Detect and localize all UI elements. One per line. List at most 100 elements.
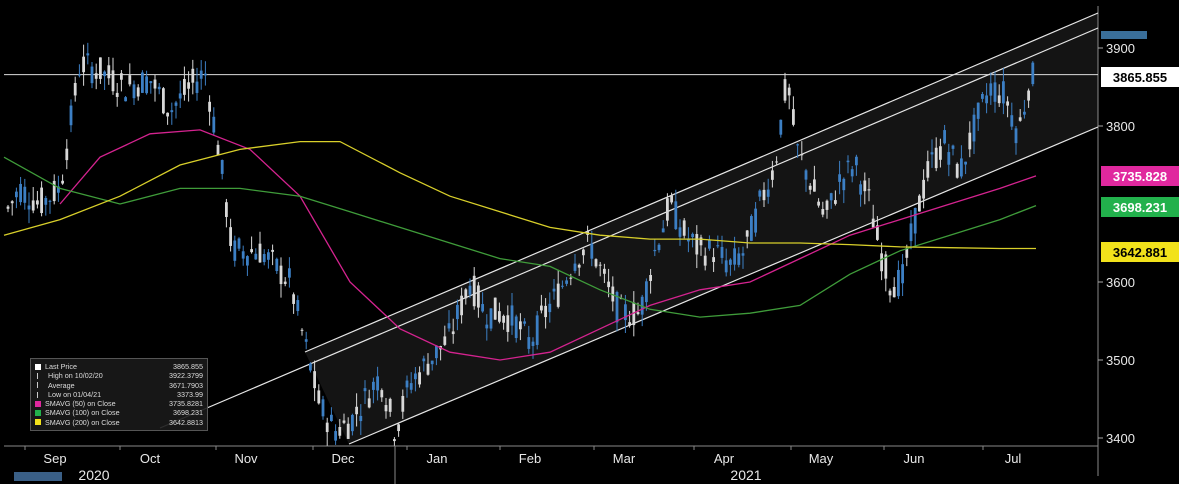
candle-body [262, 254, 266, 263]
month-label: Apr [714, 451, 735, 466]
candle-body [741, 253, 745, 256]
candle-body [548, 303, 552, 313]
candle-body [304, 339, 308, 342]
candle-body [871, 218, 875, 228]
candle-body [57, 186, 60, 193]
candle-body [682, 220, 686, 236]
candle-body [678, 227, 682, 237]
year-label: 2021 [730, 467, 761, 483]
moving-averages [3, 129, 1037, 361]
candle-body [90, 66, 94, 84]
last-tag [1101, 67, 1179, 87]
candle-body [258, 243, 262, 263]
candle-body [468, 285, 472, 295]
candle-body [292, 294, 295, 304]
candle-body [149, 81, 153, 84]
candle-body [288, 268, 291, 278]
channel-upper-line [304, 12, 1099, 353]
candle-body [695, 234, 699, 255]
candle-body [960, 158, 963, 177]
candle-body [380, 390, 384, 398]
candle-body [23, 186, 27, 203]
candle-body [477, 285, 480, 308]
candle-body [40, 187, 43, 214]
candle-body [363, 388, 367, 392]
candle-body [817, 201, 820, 206]
candle-body [111, 70, 115, 92]
candle-body [145, 76, 148, 94]
candle-body [330, 414, 333, 422]
candle-body [401, 395, 405, 412]
candle-body [19, 183, 22, 203]
candle-body [582, 249, 585, 256]
candle-body [976, 102, 980, 119]
legend-label: High on 10/02/20 [48, 371, 103, 381]
watermark-logo [14, 472, 62, 481]
candle-body [829, 193, 833, 201]
candle-body [15, 191, 18, 198]
candle-body [964, 161, 967, 165]
candle-body [61, 180, 64, 184]
candle-body [968, 132, 972, 150]
candle-body [590, 243, 594, 259]
candle-body [233, 240, 237, 261]
candle-body [136, 87, 140, 97]
candle-body [388, 398, 392, 412]
candle-body [762, 189, 766, 201]
candle-body [985, 95, 988, 104]
candle-body [594, 259, 598, 267]
candle-body [195, 81, 199, 93]
candle-body [317, 390, 321, 404]
candle-body [607, 281, 610, 288]
candle-body [808, 185, 812, 190]
price-tick-label: 3900 [1106, 41, 1135, 56]
candle-body [275, 258, 279, 272]
candle-body [120, 73, 123, 80]
candle-body [787, 87, 791, 96]
month-label: May [809, 451, 834, 466]
candle-body [229, 227, 232, 246]
candle-body [699, 237, 703, 246]
legend-value: 3642.8813 [169, 417, 203, 427]
candle-body [645, 281, 648, 303]
candle-body [703, 255, 707, 266]
candle-body [82, 56, 85, 73]
channel-fill [305, 13, 1098, 444]
candle-body [103, 71, 106, 77]
candle-body [750, 216, 753, 241]
price-tick-label: 3500 [1106, 353, 1135, 368]
legend-swatch [37, 382, 39, 389]
candle-body [577, 264, 581, 268]
candle-body [250, 249, 253, 253]
candle-body [481, 304, 484, 312]
candle-body [905, 248, 909, 258]
candle-body [267, 252, 270, 260]
candle-body [573, 263, 577, 271]
candle-body [540, 305, 543, 311]
candle-body [472, 275, 476, 307]
candle-body [325, 422, 329, 433]
month-label: Dec [331, 451, 355, 466]
candle-body [796, 144, 799, 146]
candle-body [451, 331, 455, 335]
candle-body [124, 97, 127, 102]
legend-entry: Average 3671.7903 [35, 381, 203, 390]
candle-body [464, 289, 468, 299]
candle-body [939, 146, 942, 160]
legend-swatch [35, 410, 41, 417]
legend-label: SMAVG (100) on Close [45, 408, 120, 418]
candle-body [1027, 90, 1030, 101]
candle-body [359, 415, 363, 422]
candle-body [880, 253, 883, 272]
candle-body [153, 79, 157, 89]
candle-body [615, 292, 619, 323]
legend-label: SMAVG (200) on Close [45, 417, 120, 427]
candle-body [737, 253, 741, 265]
sma200-tag-text: 3642.881 [1113, 245, 1167, 260]
candle-body [531, 341, 535, 346]
price-axis: 3400 3500 3600 3800 3900 [1098, 41, 1135, 446]
candle-body [397, 424, 400, 432]
candle-body [384, 405, 388, 412]
candle-body [246, 256, 249, 266]
candle-body [955, 163, 959, 178]
